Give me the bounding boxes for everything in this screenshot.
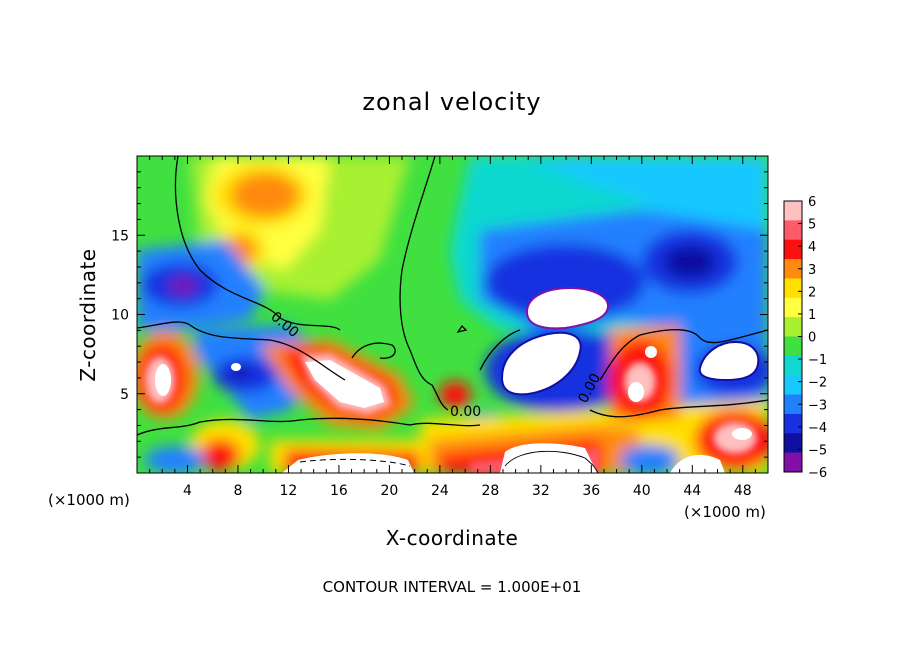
colorbar-tick-label: −3: [808, 398, 827, 413]
contour-interval-note: CONTOUR INTERVAL = 1.000E+01: [322, 578, 582, 596]
x-units-left: (×1000 m): [48, 491, 130, 509]
y-tick-label: 15: [111, 228, 129, 244]
x-tick-label: 44: [683, 483, 701, 499]
colorbar-tick-label: 6: [808, 195, 816, 210]
colorbar-tick-label: −1: [808, 353, 827, 368]
y-tick-label: 5: [120, 387, 129, 403]
x-tick-label: 28: [481, 483, 499, 499]
colorbar-swatch: [784, 375, 802, 396]
y-tick-label: 10: [111, 308, 129, 324]
x-tick-label: 4: [183, 483, 192, 499]
chart-title: zonal velocity: [362, 88, 542, 116]
colorbar-swatch: [784, 317, 802, 337]
colorbar-swatch: [784, 413, 802, 434]
x-tick-label: 12: [280, 483, 298, 499]
colorbar-swatch: [784, 297, 802, 318]
colorbar-swatch: [784, 278, 802, 299]
colorbar-swatch: [784, 433, 802, 454]
x-units-right: (×1000 m): [684, 503, 766, 521]
colorbar-tick-label: 0: [808, 331, 816, 346]
colorbar-tick-label: 2: [808, 285, 816, 300]
colorbar-tick-label: −5: [808, 443, 827, 458]
x-tick-label: 24: [431, 483, 449, 499]
x-tick-label: 20: [380, 483, 398, 499]
colorbar-tick-label: 5: [808, 218, 816, 233]
x-axis-label: X-coordinate: [385, 526, 519, 550]
velocity-field: [137, 156, 768, 473]
colorbar-swatch: [784, 259, 802, 279]
colorbar-swatch: [784, 220, 802, 241]
x-tick-label: 8: [233, 483, 242, 499]
colorbar-swatch: [784, 355, 802, 376]
colorbar-tick-label: −2: [808, 376, 827, 391]
colorbar-swatch: [784, 336, 802, 357]
x-tick-label: 40: [633, 483, 651, 499]
x-tick-label: 48: [734, 483, 752, 499]
colorbar-swatch: [784, 394, 802, 415]
contour-label: 0.00: [450, 404, 481, 420]
colorbar-swatch: [784, 239, 802, 260]
colorbar-tick-label: 1: [808, 308, 816, 323]
x-tick-label: 32: [532, 483, 550, 499]
colorbar-tick-label: 3: [808, 263, 816, 278]
colorbar: 6 5 4 3 2 1 0 −1 −2 −3 −4 −5 −6: [783, 195, 827, 481]
colorbar-tick-label: 4: [808, 240, 816, 255]
colorbar-swatch: [784, 452, 802, 473]
x-tick-label: 16: [330, 483, 348, 499]
x-tick-label: 36: [582, 483, 600, 499]
colorbar-swatch: [784, 201, 802, 221]
colorbar-tick-label: −6: [808, 466, 827, 481]
colorbar-tick-label: −4: [808, 421, 827, 436]
